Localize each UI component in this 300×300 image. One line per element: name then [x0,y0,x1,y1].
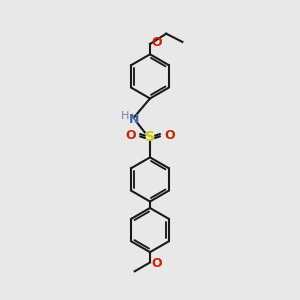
Text: S: S [145,130,155,144]
Text: O: O [164,129,175,142]
Text: O: O [125,129,136,142]
Text: O: O [151,36,162,49]
Text: O: O [151,257,162,271]
Text: H: H [122,111,130,121]
Text: N: N [129,112,140,126]
